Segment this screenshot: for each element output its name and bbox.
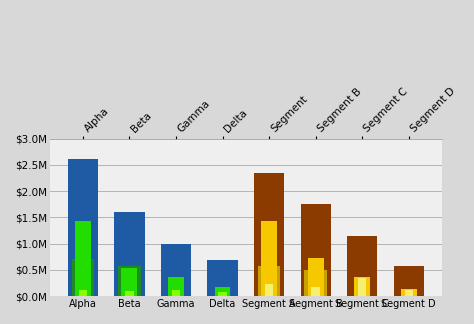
Bar xyxy=(219,292,227,296)
Bar xyxy=(347,236,377,296)
Bar xyxy=(311,287,320,296)
Bar xyxy=(254,173,284,296)
Bar xyxy=(215,287,230,296)
Bar xyxy=(114,212,145,296)
Bar xyxy=(208,260,237,296)
Bar xyxy=(265,284,273,296)
Bar xyxy=(118,266,141,296)
Bar xyxy=(261,221,277,296)
Bar xyxy=(405,290,413,296)
Bar xyxy=(75,221,91,296)
Bar xyxy=(393,266,424,296)
Bar xyxy=(358,278,366,296)
Bar xyxy=(121,268,137,296)
Bar xyxy=(168,277,184,296)
Bar xyxy=(304,270,327,296)
Bar xyxy=(172,290,180,296)
Bar xyxy=(354,277,370,296)
Bar xyxy=(68,158,98,296)
Bar xyxy=(125,291,134,296)
Bar xyxy=(301,204,331,296)
Bar xyxy=(401,289,417,296)
Bar xyxy=(308,258,324,296)
Bar xyxy=(161,244,191,296)
Bar xyxy=(79,290,87,296)
Bar xyxy=(258,266,280,296)
Bar xyxy=(72,260,94,296)
